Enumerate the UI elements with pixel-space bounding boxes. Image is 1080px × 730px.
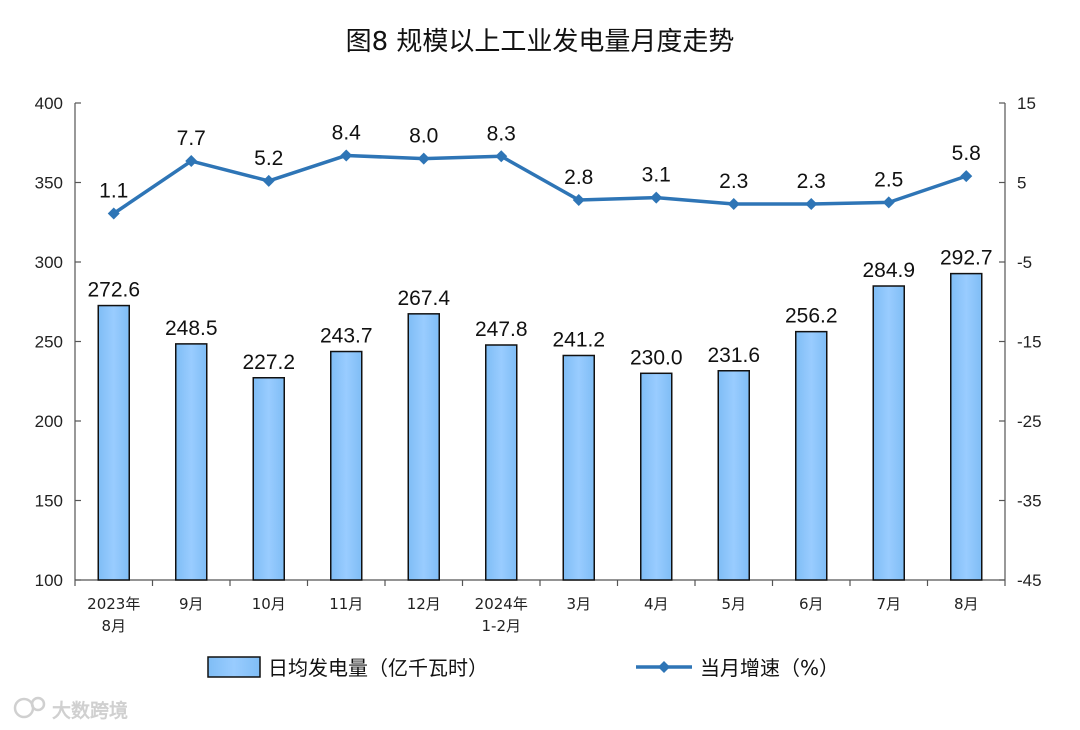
- chart-title: 图8 规模以上工业发电量月度走势: [346, 27, 735, 57]
- bar: [950, 272, 983, 581]
- bar: [407, 313, 440, 581]
- line-point: [805, 197, 818, 210]
- category-label: 6月: [799, 595, 824, 613]
- bar: [640, 372, 673, 581]
- right-tick-label: -15: [1017, 333, 1042, 352]
- bar-value-label: 243.7: [320, 325, 373, 348]
- bar-value-label: 272.6: [87, 279, 140, 302]
- line-point: [960, 170, 973, 183]
- bar: [872, 285, 905, 581]
- bar-series: [97, 272, 983, 581]
- bar: [330, 350, 363, 581]
- legend: 日均发电量（亿千瓦时） 当月增速（%）: [207, 656, 839, 680]
- line-value-label: 2.3: [797, 170, 826, 193]
- watermark: 大数跨境: [13, 696, 128, 722]
- line-value-label: 2.8: [564, 166, 593, 189]
- data-labels: 272.6 248.5 227.2 243.7 267.4 247.8 241.2 230.0…: [87, 121, 992, 373]
- bar: [252, 377, 285, 581]
- right-tick-label: -35: [1017, 492, 1042, 511]
- category-label: 11月: [329, 595, 363, 613]
- bar-value-label: 267.4: [397, 287, 450, 310]
- category-label: 5月: [721, 595, 746, 613]
- bar-value-label: 227.2: [242, 351, 295, 374]
- category-label: 1-2月: [482, 617, 522, 635]
- bar-value-label: 230.0: [630, 346, 683, 369]
- line-value-label: 5.2: [254, 147, 283, 170]
- right-tick-label: 15: [1017, 94, 1036, 113]
- legend-line-marker: [658, 661, 670, 673]
- category-label: 10月: [252, 595, 286, 613]
- left-tick-label: 200: [35, 412, 63, 431]
- category-label: 4月: [644, 595, 669, 613]
- line-point: [727, 197, 740, 210]
- bar: [562, 354, 595, 581]
- bar: [795, 330, 828, 581]
- line-series: [107, 149, 973, 220]
- line-point: [572, 193, 585, 206]
- bar: [97, 304, 130, 581]
- right-tick-label: -45: [1017, 571, 1042, 590]
- category-label: 8月: [954, 595, 979, 613]
- bar-value-label: 247.8: [475, 318, 528, 341]
- left-tick-label: 400: [35, 94, 63, 113]
- category-label: 8月: [101, 617, 126, 635]
- category-labels: 2023年 8月 9月 10月 11月 12月 2024年 1-2月 3月 4月 5月 6月 7月 8月: [87, 595, 978, 635]
- right-tick-label: -25: [1017, 412, 1042, 431]
- bar: [485, 344, 518, 581]
- right-tick-label: 5: [1017, 174, 1026, 193]
- legend-line-label: 当月增速（%）: [700, 656, 839, 680]
- bar-value-label: 241.2: [552, 328, 605, 351]
- line-value-label: 7.7: [177, 127, 206, 150]
- left-tick-label: 350: [35, 174, 63, 193]
- bar-value-label: 284.9: [862, 259, 915, 282]
- bar-value-label: 292.7: [940, 247, 993, 270]
- bar-value-label: 256.2: [785, 305, 838, 328]
- line-value-label: 1.1: [99, 180, 128, 203]
- line-value-label: 2.5: [874, 168, 903, 191]
- axes: 100 150 200 250 300 350 400 -45 -35 -25 -15 -5 5 15: [35, 94, 1042, 590]
- left-tick-label: 150: [35, 492, 63, 511]
- line-point: [417, 152, 430, 165]
- line-value-label: 5.8: [952, 142, 981, 165]
- line-value-label: 3.1: [642, 164, 671, 187]
- growth-line: [112, 153, 967, 215]
- category-label: 12月: [407, 595, 441, 613]
- line-point: [340, 149, 353, 162]
- line-point: [495, 150, 508, 163]
- line-value-label: 8.4: [332, 121, 362, 144]
- bar-value-label: 248.5: [165, 317, 218, 340]
- category-label: 3月: [566, 595, 591, 613]
- category-label: 2024年: [475, 595, 528, 613]
- left-tick-label: 250: [35, 333, 63, 352]
- line-point: [882, 196, 895, 209]
- bar: [717, 370, 750, 581]
- bar: [175, 343, 208, 581]
- line-point: [650, 191, 663, 204]
- line-point: [185, 155, 198, 168]
- left-tick-label: 100: [35, 571, 63, 590]
- left-tick-label: 300: [35, 253, 63, 272]
- category-label: 2023年: [87, 595, 140, 613]
- category-label: 7月: [876, 595, 901, 613]
- bar-value-label: 231.6: [707, 344, 760, 367]
- line-point: [107, 207, 120, 220]
- watermark-text: 大数跨境: [52, 699, 128, 722]
- line-value-label: 2.3: [719, 170, 748, 193]
- right-tick-label: -5: [1017, 253, 1032, 272]
- legend-bar-swatch: [207, 656, 261, 678]
- line-value-label: 8.0: [409, 125, 438, 148]
- category-label: 9月: [179, 595, 204, 613]
- line-point: [262, 174, 275, 187]
- legend-bar-label: 日均发电量（亿千瓦时）: [268, 656, 488, 680]
- line-value-label: 8.3: [487, 122, 516, 145]
